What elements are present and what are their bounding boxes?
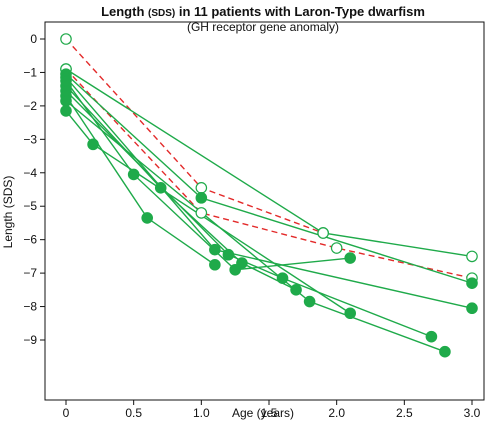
x-tick-label: 2.5	[396, 406, 413, 420]
series-line-5	[65, 77, 473, 309]
y-tick-label: −9	[23, 333, 37, 347]
data-point	[222, 248, 235, 261]
y-tick-label: −4	[23, 166, 37, 180]
data-point	[317, 227, 329, 239]
y-tick-label: −5	[23, 199, 37, 213]
chart-title-sds: (SDS)	[148, 8, 175, 19]
data-point	[229, 263, 241, 276]
data-point	[60, 33, 72, 45]
x-tick-label: 0	[63, 406, 70, 420]
y-tick-label: −8	[23, 300, 37, 314]
y-tick-label: 0	[30, 32, 37, 46]
data-point	[195, 182, 208, 194]
x-tick-label: 3.0	[464, 406, 481, 420]
y-axis: 0 −1 −2 −3 −4 −5 −6 −7 −8 −9	[23, 32, 45, 347]
data-point	[195, 207, 208, 219]
y-tick-label: −6	[23, 233, 37, 247]
y-tick-label: −2	[23, 99, 37, 113]
series-line-7	[65, 85, 297, 291]
series-line-8	[65, 90, 432, 338]
x-axis: 0 0.5 1.0 1.5 2.0 2.5 3.0	[63, 400, 481, 420]
data-point	[60, 95, 72, 107]
data-point	[303, 295, 316, 308]
data-point	[154, 182, 167, 194]
x-tick-label: 1.5	[261, 406, 278, 420]
chart-title: Length (SDS) in 11 patients with Laron-T…	[101, 4, 425, 19]
chart-subtitle: (GH receptor gene anomaly)	[187, 20, 339, 34]
data-point	[87, 138, 99, 151]
series-line-11	[65, 110, 351, 314]
y-tick-label: −1	[23, 65, 37, 79]
x-axis-label: Age (years)	[232, 406, 294, 420]
series-line-6	[65, 80, 351, 271]
data-point	[439, 345, 451, 358]
data-point	[127, 168, 140, 181]
data-point	[209, 243, 221, 256]
y-axis-label: Length (SDS)	[1, 176, 15, 249]
series-lines	[65, 38, 473, 353]
x-tick-label: 1.0	[193, 406, 210, 420]
data-point	[195, 192, 208, 204]
data-point	[466, 302, 478, 315]
chart-title-suffix: in 11 patients with Laron-Type dwarfism	[175, 4, 425, 19]
data-point	[330, 242, 343, 254]
plot-frame	[44, 21, 485, 401]
data-point	[466, 277, 478, 289]
chart-title-prefix: Length	[101, 4, 148, 19]
data-point	[425, 330, 438, 343]
data-point	[209, 258, 221, 271]
data-point	[60, 105, 72, 117]
data-point	[344, 307, 356, 320]
series-markers	[60, 33, 478, 358]
data-point	[290, 284, 302, 296]
data-point	[236, 257, 248, 269]
series-line-3	[65, 68, 473, 258]
y-tick-label: −3	[23, 132, 37, 146]
x-tick-label: 2.0	[328, 406, 345, 420]
x-tick-label: 0.5	[125, 406, 142, 420]
y-tick-label: −7	[23, 266, 37, 280]
data-point	[276, 272, 289, 284]
data-point	[141, 212, 153, 224]
series-line-1	[65, 38, 324, 234]
data-point	[466, 250, 478, 263]
data-point	[344, 252, 356, 264]
